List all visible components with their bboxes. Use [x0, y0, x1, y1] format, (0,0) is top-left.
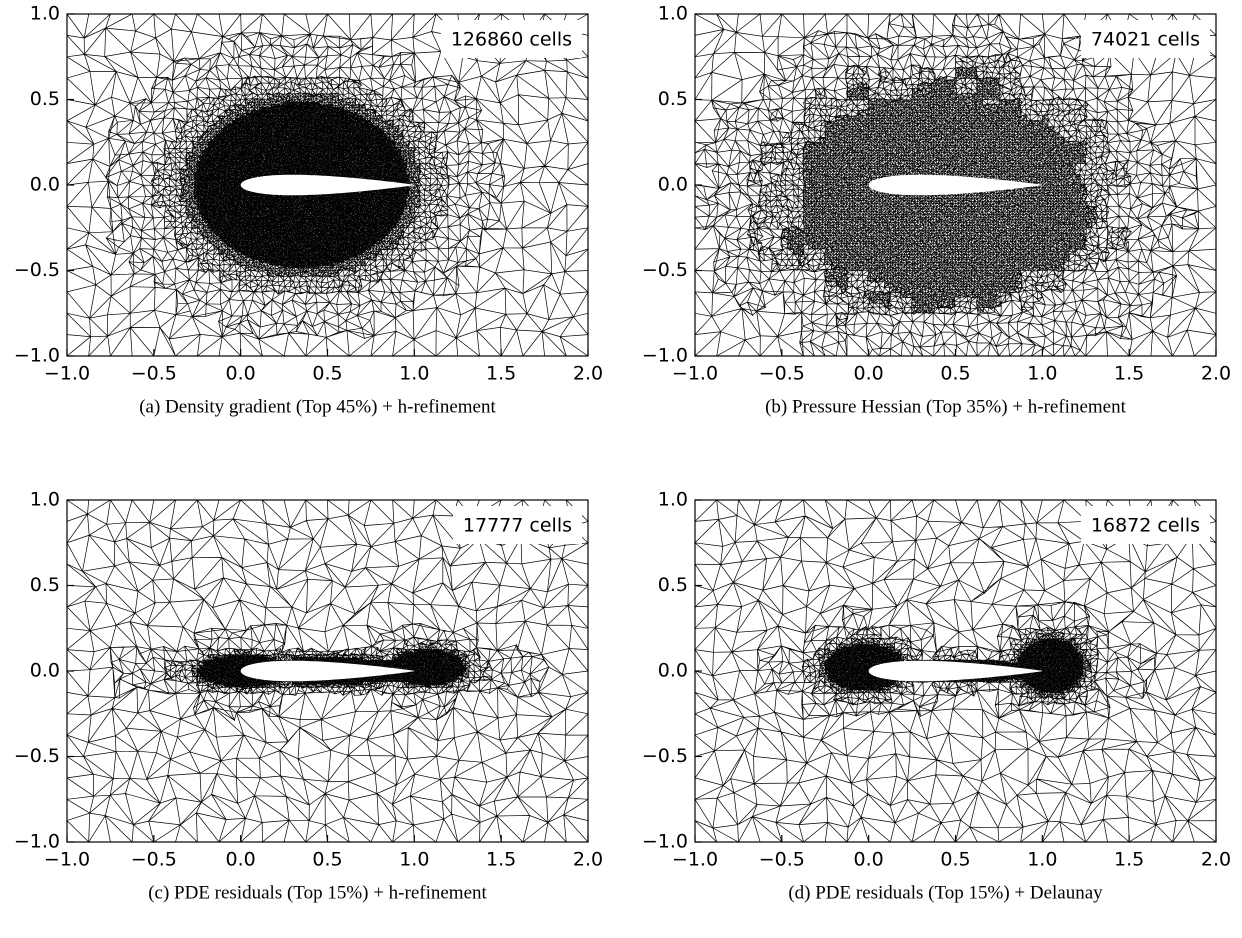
y-tick-label: 1.0 — [30, 489, 60, 511]
annotation: 16872 cells — [1091, 515, 1200, 537]
y-tick-label: 0.0 — [30, 660, 60, 682]
x-tick-label: 1.5 — [486, 849, 516, 871]
y-tick-label: −1.0 — [14, 345, 60, 367]
y-tick-label: 1.0 — [30, 3, 60, 25]
x-tick-label: 0.5 — [940, 849, 970, 871]
x-tick-label: 1.5 — [1114, 363, 1144, 385]
x-tick-label: 2.0 — [573, 363, 603, 385]
y-tick-label: 0.0 — [30, 174, 60, 196]
x-tick-label: 1.0 — [1027, 849, 1057, 871]
x-tick-label: 0.0 — [854, 363, 884, 385]
y-tick-label: 0.5 — [658, 574, 688, 596]
y-tick-label: 0.0 — [658, 660, 688, 682]
x-tick-label: 0.5 — [312, 849, 342, 871]
x-tick-label: 0.0 — [226, 363, 256, 385]
x-tick-label: −0.5 — [759, 363, 805, 385]
y-tick-label: −0.5 — [642, 745, 688, 767]
y-tick-label: −1.0 — [642, 831, 688, 853]
x-tick-label: 1.5 — [1114, 849, 1144, 871]
x-tick-label: −0.5 — [131, 849, 177, 871]
x-tick-label: 1.0 — [399, 849, 429, 871]
x-tick-label: −0.5 — [759, 849, 805, 871]
x-tick-label: 1.0 — [399, 363, 429, 385]
y-tick-label: −1.0 — [14, 831, 60, 853]
y-tick-label: 1.0 — [658, 3, 688, 25]
caption: (b) Pressure Hessian (Top 35%) + h-refin… — [765, 396, 1126, 417]
x-tick-label: 0.0 — [854, 849, 884, 871]
x-tick-label: 1.5 — [486, 363, 516, 385]
y-tick-label: −0.5 — [642, 259, 688, 281]
x-tick-label: 2.0 — [1201, 363, 1231, 385]
x-tick-label: 0.0 — [226, 849, 256, 871]
y-tick-label: −0.5 — [14, 259, 60, 281]
y-tick-label: 0.5 — [30, 88, 60, 110]
y-tick-label: 0.5 — [658, 88, 688, 110]
caption: (a) Density gradient (Top 45%) + h-refin… — [139, 396, 496, 417]
caption: (d) PDE residuals (Top 15%) + Delaunay — [788, 882, 1103, 903]
x-tick-label: 2.0 — [1201, 849, 1231, 871]
annotation: 17777 cells — [463, 515, 572, 537]
caption: (c) PDE residuals (Top 15%) + h-refineme… — [148, 882, 487, 903]
y-tick-label: 0.5 — [30, 574, 60, 596]
y-tick-label: 0.0 — [658, 174, 688, 196]
annotation: 74021 cells — [1091, 29, 1200, 51]
x-tick-label: 2.0 — [573, 849, 603, 871]
x-tick-label: −0.5 — [131, 363, 177, 385]
x-tick-label: 1.0 — [1027, 363, 1057, 385]
x-tick-label: 0.5 — [940, 363, 970, 385]
y-tick-label: −1.0 — [642, 345, 688, 367]
y-tick-label: −0.5 — [14, 745, 60, 767]
x-tick-label: 0.5 — [312, 363, 342, 385]
y-tick-label: 1.0 — [658, 489, 688, 511]
annotation: 126860 cells — [451, 29, 572, 51]
